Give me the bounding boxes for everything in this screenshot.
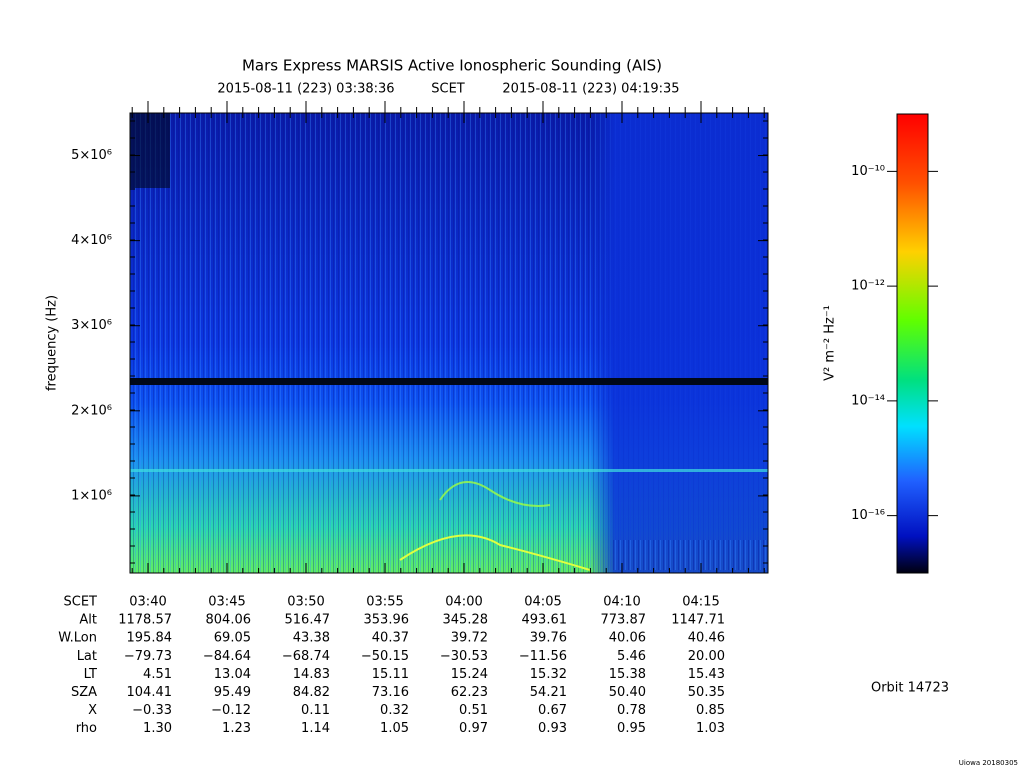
start-time: 2015-08-11 (223) 03:38:36 xyxy=(217,82,394,97)
table-cell: 73.16 xyxy=(372,685,409,700)
time-label: 03:45 xyxy=(208,595,245,610)
table-cell: 15.32 xyxy=(530,667,567,682)
table-cell: −84.64 xyxy=(203,649,251,664)
table-cell: 54.21 xyxy=(530,685,567,700)
orbit: Orbit 14723 xyxy=(871,681,949,696)
table-cell: 39.76 xyxy=(530,631,567,646)
table-cell: 0.67 xyxy=(538,703,567,718)
table-cell: 0.93 xyxy=(538,721,567,736)
time-label: 03:55 xyxy=(366,595,403,610)
table-cell: 40.46 xyxy=(688,631,725,646)
table-cell: 43.38 xyxy=(293,631,330,646)
table-cell: 1.30 xyxy=(143,721,172,736)
row-label: LT xyxy=(84,667,97,682)
table-cell: 69.05 xyxy=(214,631,251,646)
table-cell: 84.82 xyxy=(293,685,330,700)
table-cell: 104.41 xyxy=(127,685,173,700)
table-cell: 1178.57 xyxy=(118,613,172,628)
table-cell: 0.97 xyxy=(459,721,488,736)
table-cell: 1.03 xyxy=(696,721,725,736)
table-cell: 0.51 xyxy=(459,703,488,718)
table-cell: 20.00 xyxy=(688,649,725,664)
title: Mars Express MARSIS Active Ionospheric S… xyxy=(242,57,662,75)
end-time: 2015-08-11 (223) 04:19:35 xyxy=(502,82,679,97)
table-cell: 0.11 xyxy=(301,703,330,718)
table-cell: −68.74 xyxy=(282,649,330,664)
table-cell: 5.46 xyxy=(617,649,646,664)
colorbar-tick-label: 10⁻¹⁰ xyxy=(851,164,885,179)
table-cell: 39.72 xyxy=(451,631,488,646)
y-axis-label: frequency (Hz) xyxy=(45,295,60,391)
table-cell: −79.73 xyxy=(124,649,172,664)
table-cell: 516.47 xyxy=(285,613,331,628)
y-tick-label: 3×10⁶ xyxy=(71,318,112,333)
y-tick-label: 2×10⁶ xyxy=(71,403,112,418)
table-cell: 0.95 xyxy=(617,721,646,736)
row-label: rho xyxy=(76,721,97,736)
table-cell: 1.23 xyxy=(222,721,251,736)
table-cell: 1.05 xyxy=(380,721,409,736)
table-cell: 13.04 xyxy=(214,667,251,682)
table-cell: −50.15 xyxy=(361,649,409,664)
row-label: SCET xyxy=(64,595,98,610)
table-cell: 4.51 xyxy=(143,667,172,682)
table-cell: 15.24 xyxy=(451,667,488,682)
table-cell: 95.49 xyxy=(214,685,251,700)
table-cell: 50.40 xyxy=(609,685,646,700)
row-label: X xyxy=(88,703,97,718)
time-label: 04:00 xyxy=(445,595,482,610)
table-cell: −30.53 xyxy=(440,649,488,664)
table-cell: 0.85 xyxy=(696,703,725,718)
table-cell: 15.38 xyxy=(609,667,646,682)
table-cell: −0.33 xyxy=(132,703,172,718)
table-cell: 195.84 xyxy=(127,631,173,646)
footer: Uiowa 20180305 xyxy=(959,759,1018,767)
table-cell: 345.28 xyxy=(443,613,489,628)
table-cell: 1147.71 xyxy=(671,613,725,628)
time-scale: SCET xyxy=(431,82,465,97)
time-label: 04:10 xyxy=(603,595,640,610)
colorbar-tick-label: 10⁻¹⁴ xyxy=(851,393,885,408)
row-label: SZA xyxy=(71,685,97,700)
table-cell: 804.06 xyxy=(206,613,252,628)
colorbar-tick-label: 10⁻¹² xyxy=(851,279,885,294)
time-label: 03:40 xyxy=(129,595,166,610)
table-cell: −11.56 xyxy=(519,649,567,664)
table-cell: 773.87 xyxy=(601,613,647,628)
spectrogram xyxy=(130,113,768,573)
y-tick-label: 5×10⁶ xyxy=(71,148,112,163)
table-cell: 40.06 xyxy=(609,631,646,646)
time-label: 04:05 xyxy=(524,595,561,610)
table-cell: 0.78 xyxy=(617,703,646,718)
row-label: W.Lon xyxy=(58,631,97,646)
y-tick-label: 1×10⁶ xyxy=(71,488,112,503)
table-cell: 14.83 xyxy=(293,667,330,682)
plot-frame xyxy=(129,112,769,574)
table-cell: 50.35 xyxy=(688,685,725,700)
colorbar xyxy=(896,113,929,574)
table-cell: 0.32 xyxy=(380,703,409,718)
table-cell: 15.11 xyxy=(372,667,409,682)
table-cell: 1.14 xyxy=(301,721,330,736)
row-label: Alt xyxy=(79,613,97,628)
colorbar-tick-label: 10⁻¹⁶ xyxy=(851,508,885,523)
y-tick-label: 4×10⁶ xyxy=(71,233,112,248)
table-cell: 493.61 xyxy=(522,613,568,628)
time-label: 04:15 xyxy=(682,595,719,610)
row-label: Lat xyxy=(77,649,97,664)
table-cell: 15.43 xyxy=(688,667,725,682)
time-label: 03:50 xyxy=(287,595,324,610)
table-cell: 40.37 xyxy=(372,631,409,646)
table-cell: 353.96 xyxy=(364,613,410,628)
table-cell: 62.23 xyxy=(451,685,488,700)
colorbar-label: V² m⁻² Hz⁻¹ xyxy=(823,305,838,381)
table-cell: −0.12 xyxy=(211,703,251,718)
